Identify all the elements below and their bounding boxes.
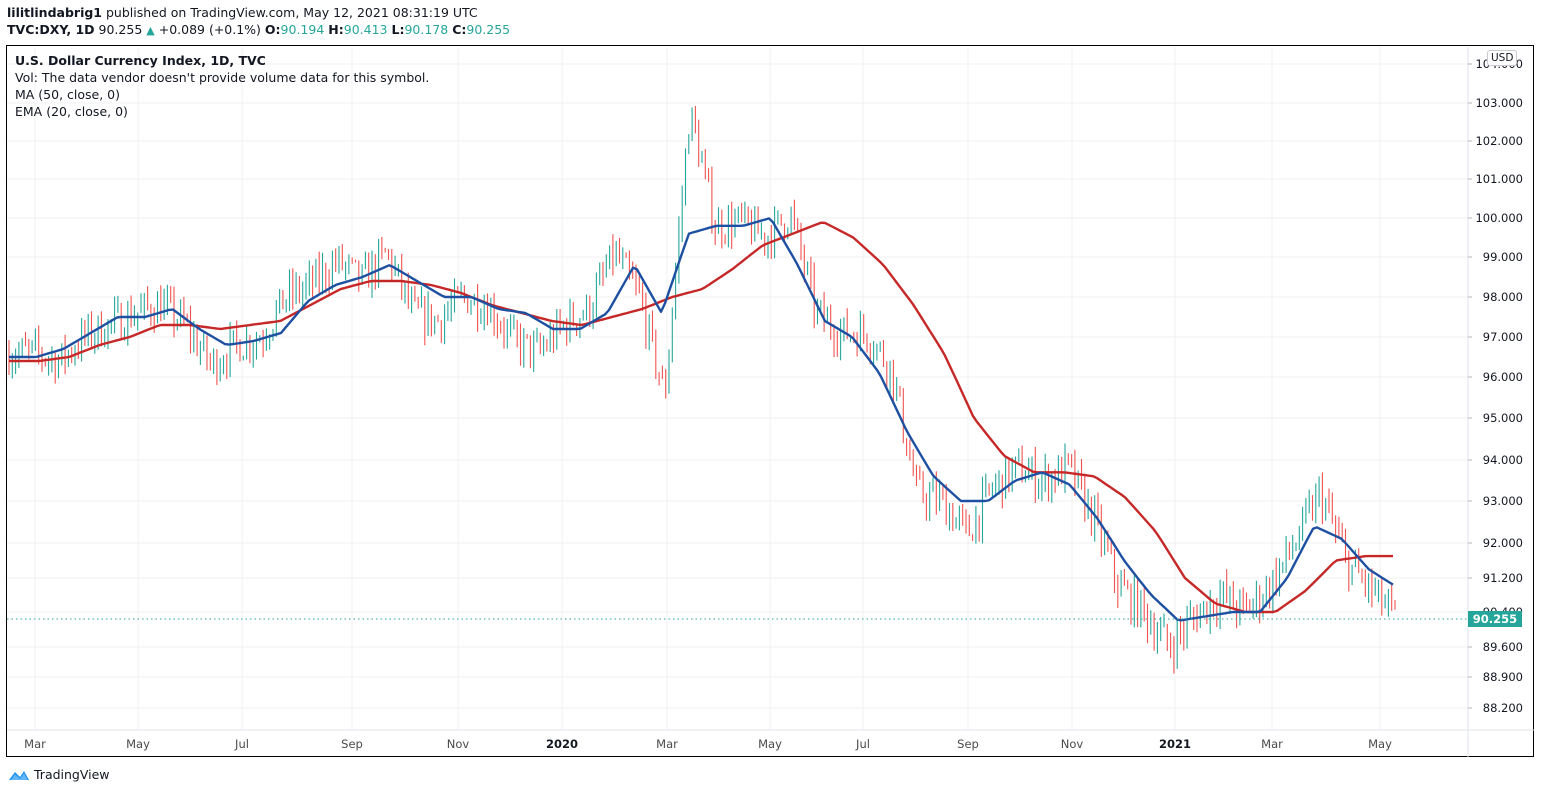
time-axis-label: Jul [235, 737, 249, 751]
high-label: H: [328, 22, 344, 37]
footer-brand[interactable]: TradingView [8, 767, 110, 782]
chart-legend: U.S. Dollar Currency Index, 1D, TVC Vol:… [15, 52, 429, 120]
time-axis-label: May [758, 737, 782, 751]
published-text: published on TradingView.com, May 12, 20… [106, 5, 478, 20]
time-axis-label: 2021 [1158, 737, 1192, 751]
time-axis-label: Nov [1060, 737, 1084, 751]
legend-title[interactable]: U.S. Dollar Currency Index, 1D, TVC [15, 53, 266, 68]
low-label: L: [391, 22, 405, 37]
time-axis-label: Nov [446, 737, 470, 751]
price-axis-label: 96.000 [1482, 370, 1523, 384]
current-price-tag: 90.255 [1468, 611, 1522, 627]
price-axis-label: 102.000 [1475, 134, 1523, 148]
tradingview-logo-icon [9, 770, 29, 780]
time-axis-label: Jul [856, 737, 870, 751]
time-axis-label: Mar [656, 737, 678, 751]
high-value: 90.413 [343, 22, 388, 37]
low-value: 90.178 [404, 22, 449, 37]
time-axis-label: May [1368, 737, 1392, 751]
symbol-quote-line: TVC:DXY, 1D 90.255 ▲ +0.089 (+0.1%) O:90… [7, 21, 510, 39]
ema-20-line [9, 217, 1394, 622]
price-axis-label: 98.000 [1482, 290, 1523, 304]
open-value: 90.194 [280, 22, 325, 37]
price-axis-label: 88.900 [1482, 670, 1523, 684]
publish-line: lilitlindabrig1 published on TradingView… [7, 4, 510, 21]
price-axis-label: 91.200 [1482, 571, 1523, 585]
time-axis-label: 2020 [545, 737, 579, 751]
price-axis-label: 95.000 [1482, 411, 1523, 425]
price-axis-label: 100.000 [1475, 211, 1523, 225]
price-axis-label: 88.200 [1482, 701, 1523, 715]
close-label: C: [452, 22, 467, 37]
ma-50-line [9, 221, 1393, 614]
price-axis-label: 101.000 [1475, 172, 1523, 186]
currency-badge[interactable]: USD [1487, 50, 1518, 66]
price-axis-label: 93.000 [1482, 494, 1523, 508]
time-axis-label: Mar [24, 737, 46, 751]
price-axis-label: 103.000 [1475, 96, 1523, 110]
price-axis-label: 94.000 [1482, 453, 1523, 467]
publication-header: lilitlindabrig1 published on TradingView… [7, 4, 510, 39]
time-axis-label: Mar [1261, 737, 1283, 751]
legend-volume[interactable]: Vol: The data vendor doesn't provide vol… [15, 70, 430, 85]
time-axis-label: Sep [341, 737, 363, 751]
price-axis-label: 89.600 [1482, 640, 1523, 654]
symbol-label: TVC:DXY, 1D [7, 22, 95, 37]
author-name[interactable]: lilitlindabrig1 [7, 5, 103, 20]
triangle-up-icon: ▲ [146, 24, 155, 37]
open-label: O: [264, 22, 281, 37]
brand-name: TradingView [34, 767, 110, 782]
last-price: 90.255 [98, 22, 143, 37]
price-change: +0.089 (+0.1%) [158, 22, 261, 37]
legend-ema[interactable]: EMA (20, close, 0) [15, 104, 128, 119]
price-axis-label: 99.000 [1482, 250, 1523, 264]
legend-ma[interactable]: MA (50, close, 0) [15, 87, 121, 102]
price-axis-label: 92.000 [1482, 536, 1523, 550]
price-axis-label: 97.000 [1482, 330, 1523, 344]
time-axis-label: May [126, 737, 150, 751]
time-axis-label: Sep [957, 737, 979, 751]
close-value: 90.255 [466, 22, 511, 37]
